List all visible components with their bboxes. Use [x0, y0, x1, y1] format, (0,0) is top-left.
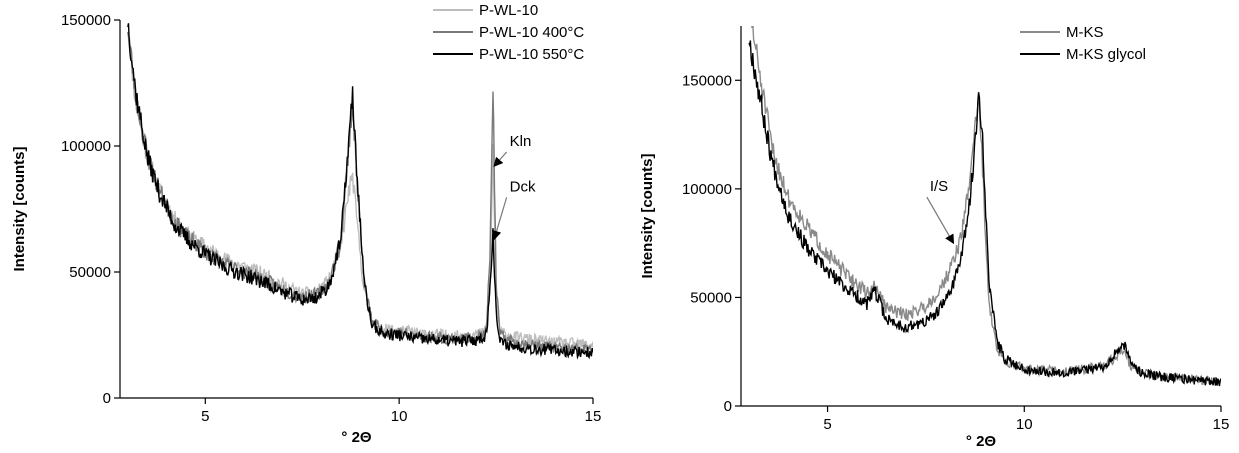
chart-left: 5 10 15 0 50000 100000 150000 ° 2Θ Intensity [co…	[11, 2, 601, 446]
y-tick-label: 0	[103, 390, 111, 407]
x-axis-label: ° 2Θ	[341, 429, 372, 446]
chart-right: 5 10 15 0 50000 100000 150000 ° 2Θ Intensity [co…	[639, 24, 1230, 450]
annotation-label: Kln	[510, 133, 532, 150]
y-tick-label: 100000	[61, 138, 111, 155]
annotation-arrow	[491, 197, 508, 241]
plot-area	[127, 23, 593, 360]
y-tick-label: 50000	[690, 289, 732, 306]
legend: M-KS M-KS glycol	[1020, 24, 1146, 63]
x-tick-label: 10	[391, 408, 408, 425]
annotation-arrow	[493, 151, 508, 168]
annotation-label: Dck	[510, 178, 536, 195]
legend-entry: P-WL-10	[479, 2, 538, 19]
annotation-arrow	[926, 196, 955, 245]
y-tick-label: 150000	[682, 72, 732, 89]
series-line-2	[127, 23, 593, 360]
y-tick-label: 150000	[61, 12, 111, 29]
legend-entry: P-WL-10 550°C	[479, 46, 584, 63]
x-tick-label: 15	[1213, 416, 1230, 433]
y-axis-label: Intensity [counts]	[11, 146, 28, 271]
x-tick-label: 10	[1016, 416, 1033, 433]
x-tick-label: 15	[585, 408, 602, 425]
x-tick-label: 5	[201, 408, 209, 425]
annotation-label: I/S	[930, 178, 948, 195]
legend-entry: P-WL-10 400°C	[479, 24, 584, 41]
legend-entry: M-KS	[1066, 24, 1104, 41]
y-tick-label: 0	[724, 398, 732, 415]
y-tick-label: 100000	[682, 181, 732, 198]
plot-area	[748, 26, 1221, 387]
legend: P-WL-10 P-WL-10 400°C P-WL-10 550°C	[433, 2, 584, 63]
series-line-1	[748, 40, 1221, 387]
x-axis-label: ° 2Θ	[966, 433, 997, 450]
legend-entry: M-KS glycol	[1066, 46, 1146, 63]
y-axis-label: Intensity [counts]	[639, 153, 656, 278]
x-tick-label: 5	[823, 416, 831, 433]
y-tick-label: 50000	[69, 264, 111, 281]
